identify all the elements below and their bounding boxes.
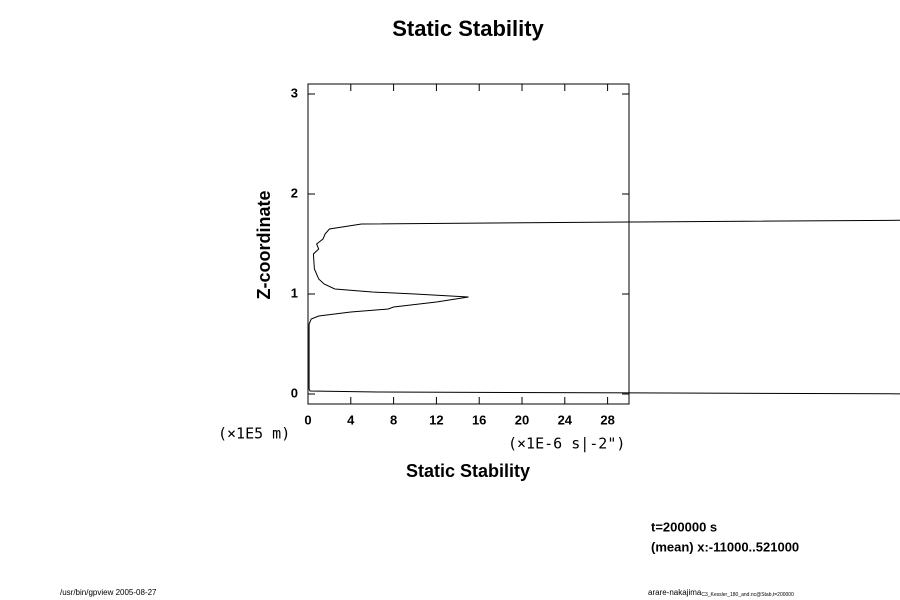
y-tick-label: 1 bbox=[291, 285, 298, 300]
x-unit: (×1E-6 s|-2") bbox=[508, 435, 625, 453]
y-tick-label: 2 bbox=[291, 185, 298, 200]
x-tick-label: 20 bbox=[515, 412, 529, 427]
x-tick-label: 16 bbox=[472, 412, 486, 427]
x-tick-label: 28 bbox=[600, 412, 614, 427]
footer-right-sub: C3_Kessler_180_and.nc@Stab,t=200000 bbox=[701, 592, 794, 598]
x-tick-label: 8 bbox=[390, 412, 397, 427]
x-tick-label: 12 bbox=[429, 412, 443, 427]
profile-line bbox=[308, 219, 900, 395]
annotation: (mean) x:-11000..521000 bbox=[651, 539, 799, 554]
footer-left: /usr/bin/gpview 2005-08-27 bbox=[60, 588, 157, 597]
footer-right: arare-nakajimaC3_Kessler_180_and.nc@Stab… bbox=[648, 588, 794, 598]
y-tick-label: 3 bbox=[291, 85, 298, 100]
x-tick-label: 24 bbox=[558, 412, 573, 427]
y-tick-label: 0 bbox=[291, 385, 298, 400]
x-axis-label: Static Stability bbox=[406, 461, 530, 481]
plot-frame bbox=[307, 83, 630, 405]
x-tick-label: 4 bbox=[347, 412, 355, 427]
annotation: t=200000 s bbox=[651, 519, 717, 534]
y-unit: (×1E5 m) bbox=[218, 425, 290, 443]
chart-title: Static Stability bbox=[392, 16, 544, 41]
x-tick-label: 0 bbox=[304, 412, 311, 427]
footer-right-main: arare-nakajima bbox=[648, 588, 702, 597]
y-axis-label: Z-coordinate bbox=[254, 190, 274, 299]
